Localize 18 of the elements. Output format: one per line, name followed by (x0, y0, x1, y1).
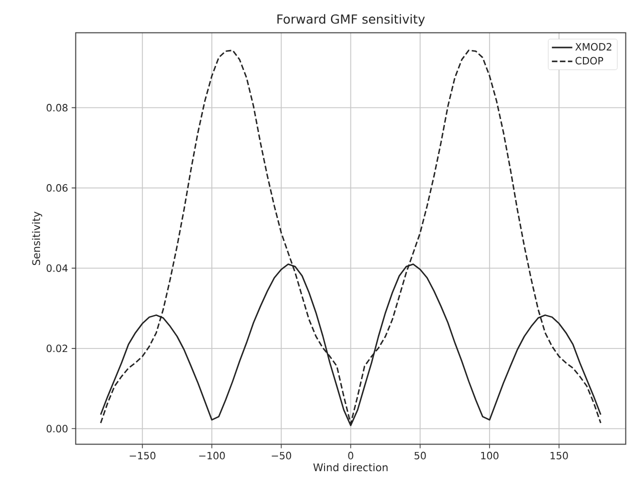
x-tick-label: 0 (348, 452, 354, 460)
line-series (100, 50, 602, 425)
y-tick-label: 0.08 (46, 104, 68, 112)
y-tick-label: 0.06 (46, 184, 68, 192)
x-tick-label: −100 (199, 452, 225, 460)
legend-label: CDOP (576, 56, 604, 64)
x-tick-label: −50 (272, 452, 292, 460)
x-axis-title: Wind direction (313, 463, 388, 472)
chart-title: Forward GMF sensitivity (277, 14, 425, 26)
x-tick-label: 150 (550, 452, 568, 460)
y-axis-title: Sensitivity (32, 212, 42, 266)
x-tick-label: 50 (414, 452, 426, 460)
y-tick-label: 0.04 (46, 264, 68, 272)
legend-label: XMOD2 (575, 43, 612, 51)
y-tick-label: 0.02 (46, 344, 68, 352)
x-tick-label: −150 (130, 452, 156, 460)
y-tick-label: 0.00 (46, 424, 68, 432)
x-tick-label: 100 (481, 452, 498, 460)
